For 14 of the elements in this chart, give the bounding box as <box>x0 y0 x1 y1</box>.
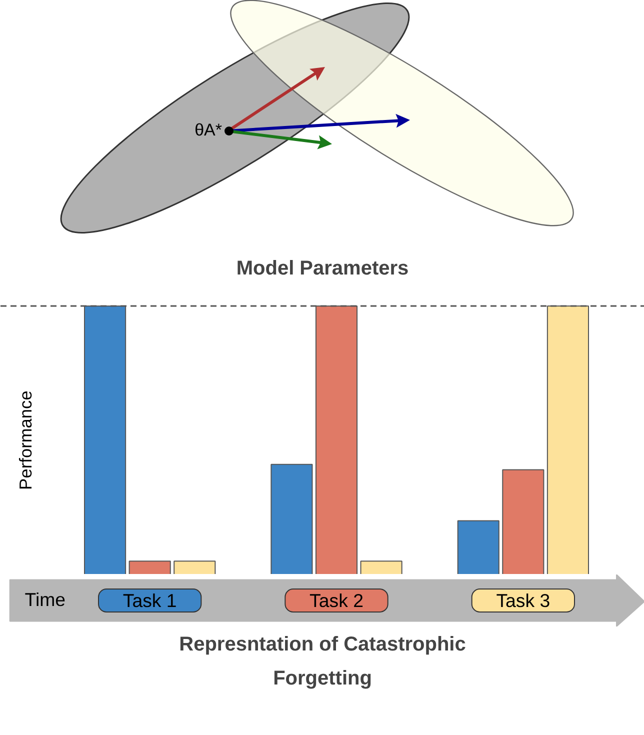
x-tick-label: Task 1 <box>122 590 177 611</box>
bar <box>174 560 216 574</box>
text: θA* <box>194 120 222 140</box>
bar <box>270 464 313 574</box>
x-tick-label: Task 2 <box>310 590 364 611</box>
x-axis-title: Time <box>24 588 66 610</box>
text: Represntation of Catastrophic Forgetting <box>179 634 466 690</box>
bar <box>128 560 171 574</box>
bar <box>457 520 500 574</box>
x-tick-label: Task 3 <box>496 590 550 611</box>
y-axis-title: Performance <box>15 390 36 490</box>
bar <box>502 469 544 574</box>
text: Model Parameters <box>236 258 409 280</box>
bar <box>360 560 402 574</box>
